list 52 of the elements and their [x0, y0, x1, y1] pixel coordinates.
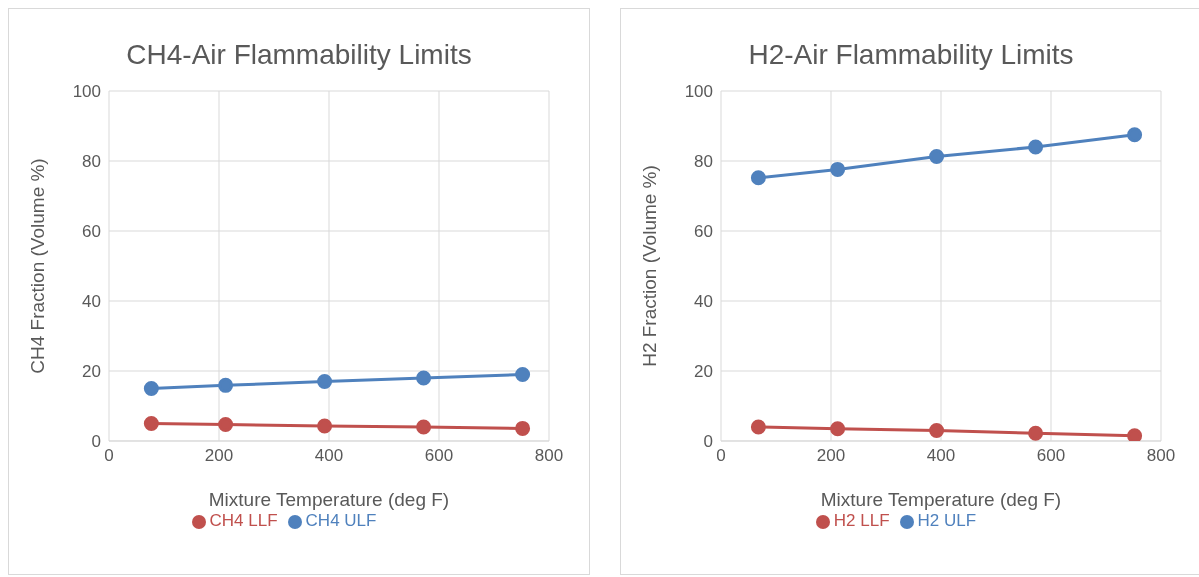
- y-tick-label: 40: [82, 292, 101, 312]
- x-tick-label: 0: [104, 446, 114, 466]
- legend-label: H2 ULF: [917, 511, 977, 530]
- y-tick-label: 40: [694, 292, 713, 312]
- point: [416, 419, 432, 435]
- y-axis-title: H2 Fraction (Volume %): [638, 165, 660, 367]
- y-tick-label: 80: [694, 152, 713, 172]
- chart-title: H2-Air Flammability Limits: [747, 39, 1075, 71]
- x-axis-title: Mixture Temperature (deg F): [820, 489, 1062, 510]
- point: [143, 416, 159, 431]
- chart-title: CH4-Air Flammability Limits: [125, 39, 473, 71]
- x-tick-label: 200: [816, 446, 846, 466]
- point: [515, 420, 531, 436]
- point: [1028, 425, 1044, 441]
- point: [750, 170, 766, 186]
- point: [929, 148, 945, 164]
- x-tick-label: 400: [314, 446, 344, 466]
- x-tick-label: 600: [1036, 446, 1066, 466]
- point: [1127, 428, 1143, 441]
- point: [317, 418, 333, 434]
- y-tick-label: 0: [91, 432, 101, 452]
- x-tick-label: 0: [716, 446, 726, 466]
- legend-label: CH4 LLF: [209, 511, 278, 530]
- point: [929, 423, 945, 438]
- point: [1127, 127, 1143, 143]
- x-tick-label: 800: [1146, 446, 1176, 466]
- point: [218, 377, 234, 393]
- y-tick-label: 0: [703, 432, 713, 452]
- y-tick-label: 100: [684, 82, 713, 102]
- y-tick-label: 60: [82, 222, 101, 242]
- point: [830, 161, 846, 177]
- point: [317, 374, 333, 389]
- x-tick-label: 200: [204, 446, 234, 466]
- point: [515, 367, 531, 382]
- y-tick-label: 100: [72, 82, 101, 102]
- y-tick-label: 20: [694, 362, 713, 382]
- legend-label: H2 LLF: [833, 511, 890, 530]
- point: [750, 419, 766, 435]
- y-tick-label: 60: [694, 222, 713, 242]
- y-tick-label: 80: [82, 152, 101, 172]
- legend-label: CH4 ULF: [305, 511, 377, 530]
- point: [143, 381, 159, 396]
- y-axis-title: CH4 Fraction (Volume %): [26, 158, 48, 374]
- x-axis-title: Mixture Temperature (deg F): [208, 489, 450, 510]
- point: [416, 370, 432, 386]
- y-tick-label: 20: [82, 362, 101, 382]
- x-tick-label: 800: [534, 446, 564, 466]
- x-tick-label: 600: [424, 446, 454, 466]
- point: [830, 421, 846, 437]
- point: [1028, 139, 1044, 155]
- x-tick-label: 400: [926, 446, 956, 466]
- point: [218, 417, 234, 433]
